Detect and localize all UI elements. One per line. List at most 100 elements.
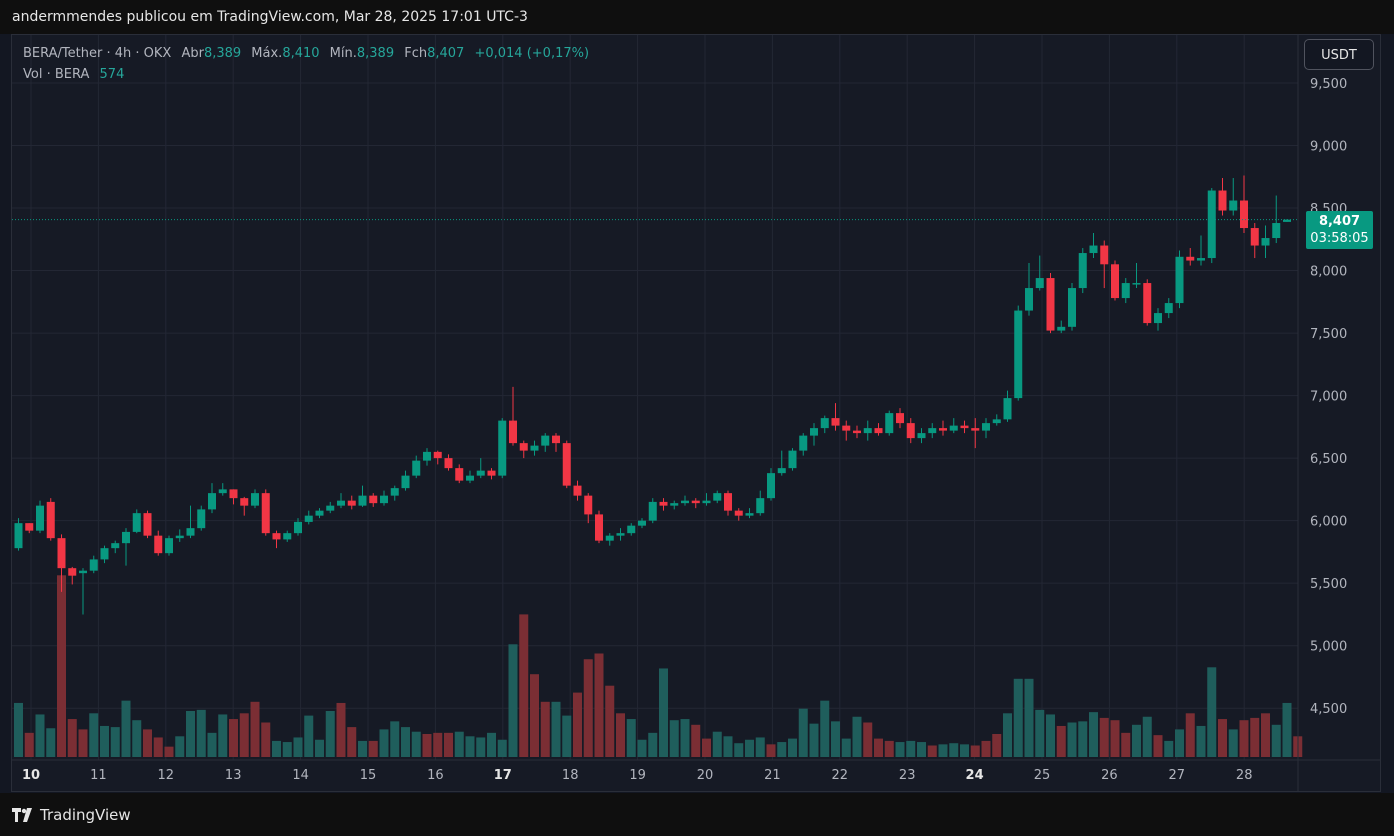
symbol-title[interactable]: BERA/Tether · 4h · OKX [23, 46, 172, 61]
volume-bar [401, 727, 410, 757]
candle-body [896, 413, 904, 424]
candle-body [25, 523, 34, 531]
bar-countdown: 03:58:05 [1310, 231, 1369, 246]
candle-body [756, 498, 765, 514]
candle-body [906, 423, 915, 439]
candle-body [519, 443, 528, 451]
x-tick-label: 27 [1169, 768, 1186, 783]
volume-bar [551, 701, 561, 757]
candle-body [412, 460, 421, 476]
candle-body [1164, 303, 1173, 314]
volume-bar [411, 731, 421, 757]
volume-bar [712, 731, 722, 757]
volume-bar [476, 737, 486, 757]
volume-bar [734, 743, 744, 757]
candle-body [734, 510, 743, 516]
volume-bar [1207, 667, 1217, 757]
volume-bar [1121, 732, 1131, 757]
x-tick-label: 11 [90, 768, 107, 783]
volume-bar [207, 732, 217, 757]
candle-body [57, 538, 66, 569]
volume-bar [841, 738, 851, 757]
candle-body [584, 495, 593, 515]
candle-body [1121, 283, 1130, 299]
candle-body [1025, 288, 1033, 311]
candle-body [1186, 256, 1195, 261]
volume-bar [14, 702, 23, 757]
candle-body [627, 525, 636, 534]
volume-bar [239, 713, 249, 757]
volume-bar [594, 653, 604, 757]
volume-bar [831, 721, 840, 757]
candle-body [1068, 288, 1076, 327]
candle-body [455, 468, 464, 481]
volume-bar [132, 720, 142, 757]
volume-bar [1228, 729, 1238, 757]
volume-bar [487, 732, 496, 757]
volume-bar [626, 719, 636, 757]
open-label: Abr [181, 46, 204, 61]
x-tick-label: 12 [158, 768, 175, 783]
candle-body [251, 493, 259, 506]
volume-bar [46, 728, 56, 757]
volume-bar [293, 737, 303, 757]
volume-bar [444, 732, 453, 757]
volume-bar [723, 736, 733, 757]
volume-bar [1046, 714, 1055, 757]
volume-bar [895, 742, 905, 757]
candle-body [982, 423, 990, 431]
candle-body [89, 559, 98, 571]
volume-bar [454, 731, 464, 757]
x-tick-label: 16 [427, 768, 444, 783]
tradingview-logo[interactable]: TradingView [12, 806, 131, 824]
candle-body [154, 535, 163, 554]
candle-body [702, 500, 711, 504]
candle-body [487, 470, 496, 476]
candle-body [820, 418, 829, 429]
volume-bar [196, 709, 206, 757]
candle-body [1111, 264, 1119, 299]
volume-bar [1099, 717, 1109, 757]
volume-bar [433, 732, 443, 757]
candle-body [659, 501, 668, 506]
candle-body [347, 500, 356, 506]
volume-bar [121, 700, 131, 757]
low-label: Mín. [329, 46, 357, 61]
candle-body [638, 520, 646, 526]
x-tick-label: 10 [22, 768, 40, 783]
candle-body [681, 500, 689, 504]
chart-panel[interactable] [11, 34, 1381, 792]
candle-body [466, 475, 474, 481]
x-tick-label: 18 [562, 768, 579, 783]
candle-body [1143, 283, 1152, 324]
volume-bar [917, 742, 926, 757]
candle-body [229, 489, 238, 499]
volume-bar [938, 744, 948, 757]
volume-bar [422, 734, 432, 757]
candle-body [272, 533, 281, 540]
volume-bar [35, 714, 45, 757]
candle-body [369, 495, 378, 504]
close-value: 8,407 [427, 46, 465, 61]
candle-body [917, 433, 926, 439]
volume-bar [325, 711, 335, 757]
volume-label[interactable]: Vol · BERA [23, 67, 90, 82]
volume-bar [1024, 678, 1034, 757]
candle-body [885, 413, 894, 434]
y-tick-label: 6,000 [1310, 515, 1347, 530]
y-tick-label: 8,000 [1310, 265, 1347, 280]
candle-body [358, 495, 367, 506]
candle-body [530, 445, 539, 451]
currency-button[interactable]: USDT [1304, 39, 1374, 70]
volume-bar [1250, 717, 1260, 757]
volume-bar [669, 720, 679, 757]
candle-body [1046, 278, 1055, 331]
volume-bar [1035, 709, 1045, 757]
candle-body [283, 533, 292, 540]
candle-body [1272, 223, 1281, 239]
candle-body [842, 425, 851, 431]
x-tick-label: 25 [1034, 768, 1051, 783]
candle-body [326, 505, 335, 511]
volume-bar [659, 668, 668, 757]
